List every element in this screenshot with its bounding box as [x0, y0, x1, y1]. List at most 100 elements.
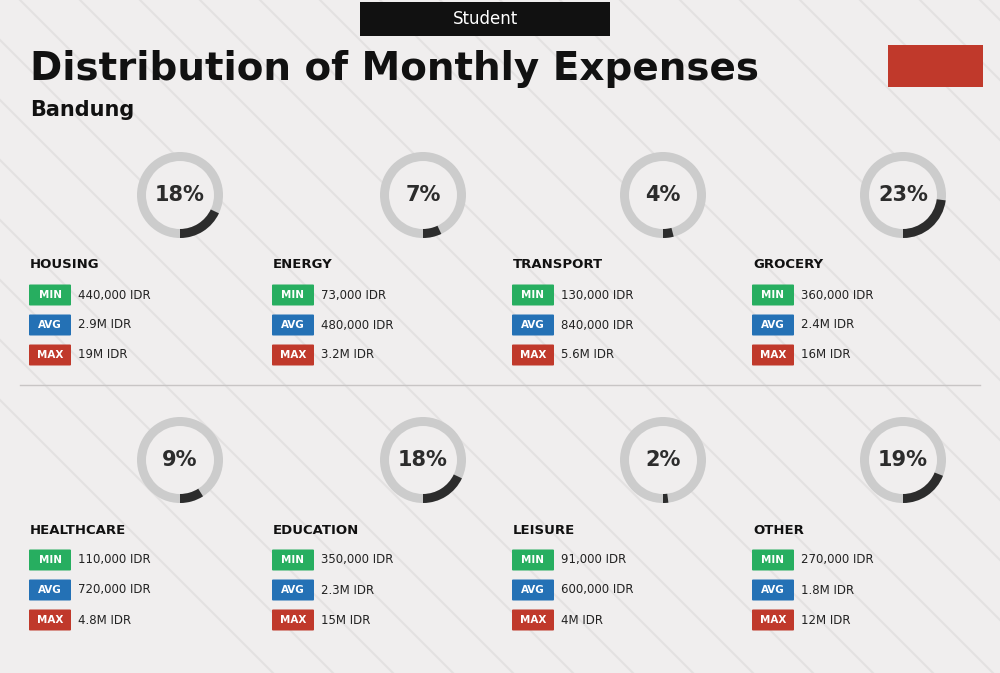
Text: 18%: 18%	[398, 450, 448, 470]
Text: TRANSPORT: TRANSPORT	[513, 258, 603, 271]
Text: 15M IDR: 15M IDR	[321, 614, 370, 627]
FancyBboxPatch shape	[752, 610, 794, 631]
Text: GROCERY: GROCERY	[753, 258, 823, 271]
Text: MAX: MAX	[760, 350, 786, 360]
Circle shape	[146, 161, 214, 229]
Text: AVG: AVG	[281, 585, 305, 595]
Text: 12M IDR: 12M IDR	[801, 614, 850, 627]
Text: HOUSING: HOUSING	[30, 258, 100, 271]
Text: OTHER: OTHER	[753, 524, 804, 536]
Text: MIN: MIN	[282, 555, 304, 565]
Wedge shape	[663, 494, 668, 503]
FancyBboxPatch shape	[272, 579, 314, 600]
FancyBboxPatch shape	[512, 345, 554, 365]
Text: 2.9M IDR: 2.9M IDR	[78, 318, 131, 332]
Wedge shape	[137, 417, 223, 503]
Wedge shape	[137, 152, 223, 238]
Wedge shape	[380, 417, 466, 503]
FancyBboxPatch shape	[272, 345, 314, 365]
FancyBboxPatch shape	[272, 549, 314, 571]
Wedge shape	[663, 228, 674, 238]
FancyBboxPatch shape	[360, 2, 610, 36]
Text: AVG: AVG	[38, 585, 62, 595]
Wedge shape	[423, 225, 441, 238]
FancyBboxPatch shape	[29, 610, 71, 631]
Text: 16M IDR: 16M IDR	[801, 349, 850, 361]
Wedge shape	[380, 152, 466, 238]
Text: ENERGY: ENERGY	[273, 258, 333, 271]
Text: 840,000 IDR: 840,000 IDR	[561, 318, 634, 332]
Text: AVG: AVG	[761, 585, 785, 595]
Text: 600,000 IDR: 600,000 IDR	[561, 583, 634, 596]
FancyBboxPatch shape	[752, 549, 794, 571]
Text: 270,000 IDR: 270,000 IDR	[801, 553, 874, 567]
Text: 110,000 IDR: 110,000 IDR	[78, 553, 151, 567]
Circle shape	[146, 426, 214, 494]
Text: MIN: MIN	[762, 290, 784, 300]
Text: Bandung: Bandung	[30, 100, 134, 120]
Wedge shape	[180, 209, 219, 238]
FancyBboxPatch shape	[512, 549, 554, 571]
Text: LEISURE: LEISURE	[513, 524, 575, 536]
FancyBboxPatch shape	[512, 314, 554, 336]
Wedge shape	[620, 152, 706, 238]
Text: 91,000 IDR: 91,000 IDR	[561, 553, 626, 567]
FancyBboxPatch shape	[29, 285, 71, 306]
Text: 130,000 IDR: 130,000 IDR	[561, 289, 634, 302]
Text: 2.3M IDR: 2.3M IDR	[321, 583, 374, 596]
Wedge shape	[180, 489, 203, 503]
Text: HEALTHCARE: HEALTHCARE	[30, 524, 126, 536]
Text: 4M IDR: 4M IDR	[561, 614, 603, 627]
Circle shape	[869, 426, 937, 494]
FancyBboxPatch shape	[29, 345, 71, 365]
FancyBboxPatch shape	[752, 345, 794, 365]
FancyBboxPatch shape	[29, 314, 71, 336]
FancyBboxPatch shape	[29, 579, 71, 600]
Text: AVG: AVG	[521, 320, 545, 330]
FancyBboxPatch shape	[512, 610, 554, 631]
Text: Student: Student	[452, 10, 518, 28]
Text: 480,000 IDR: 480,000 IDR	[321, 318, 394, 332]
Text: MIN: MIN	[38, 555, 62, 565]
Text: 350,000 IDR: 350,000 IDR	[321, 553, 393, 567]
Text: MAX: MAX	[520, 615, 546, 625]
Circle shape	[629, 426, 697, 494]
Text: MIN: MIN	[522, 290, 544, 300]
Text: MIN: MIN	[522, 555, 544, 565]
Text: 440,000 IDR: 440,000 IDR	[78, 289, 151, 302]
Text: AVG: AVG	[761, 320, 785, 330]
Text: 4%: 4%	[645, 185, 681, 205]
Text: 5.6M IDR: 5.6M IDR	[561, 349, 614, 361]
Text: AVG: AVG	[281, 320, 305, 330]
Text: MIN: MIN	[282, 290, 304, 300]
FancyBboxPatch shape	[272, 314, 314, 336]
Wedge shape	[860, 152, 946, 238]
Text: 1.8M IDR: 1.8M IDR	[801, 583, 854, 596]
Text: 360,000 IDR: 360,000 IDR	[801, 289, 874, 302]
Text: MAX: MAX	[280, 350, 306, 360]
Circle shape	[389, 161, 457, 229]
Text: MIN: MIN	[38, 290, 62, 300]
FancyBboxPatch shape	[752, 314, 794, 336]
Circle shape	[869, 161, 937, 229]
Text: 9%: 9%	[162, 450, 198, 470]
FancyBboxPatch shape	[272, 285, 314, 306]
Wedge shape	[903, 472, 943, 503]
Text: MAX: MAX	[280, 615, 306, 625]
FancyBboxPatch shape	[272, 610, 314, 631]
Circle shape	[389, 426, 457, 494]
FancyBboxPatch shape	[512, 579, 554, 600]
Wedge shape	[620, 417, 706, 503]
Wedge shape	[860, 417, 946, 503]
Text: 2.4M IDR: 2.4M IDR	[801, 318, 854, 332]
Text: Distribution of Monthly Expenses: Distribution of Monthly Expenses	[30, 50, 759, 88]
Text: 2%: 2%	[645, 450, 681, 470]
Wedge shape	[903, 199, 946, 238]
Text: 73,000 IDR: 73,000 IDR	[321, 289, 386, 302]
FancyBboxPatch shape	[752, 285, 794, 306]
Text: MAX: MAX	[520, 350, 546, 360]
Text: 19M IDR: 19M IDR	[78, 349, 128, 361]
FancyBboxPatch shape	[29, 549, 71, 571]
Text: 720,000 IDR: 720,000 IDR	[78, 583, 151, 596]
Text: MAX: MAX	[37, 615, 63, 625]
